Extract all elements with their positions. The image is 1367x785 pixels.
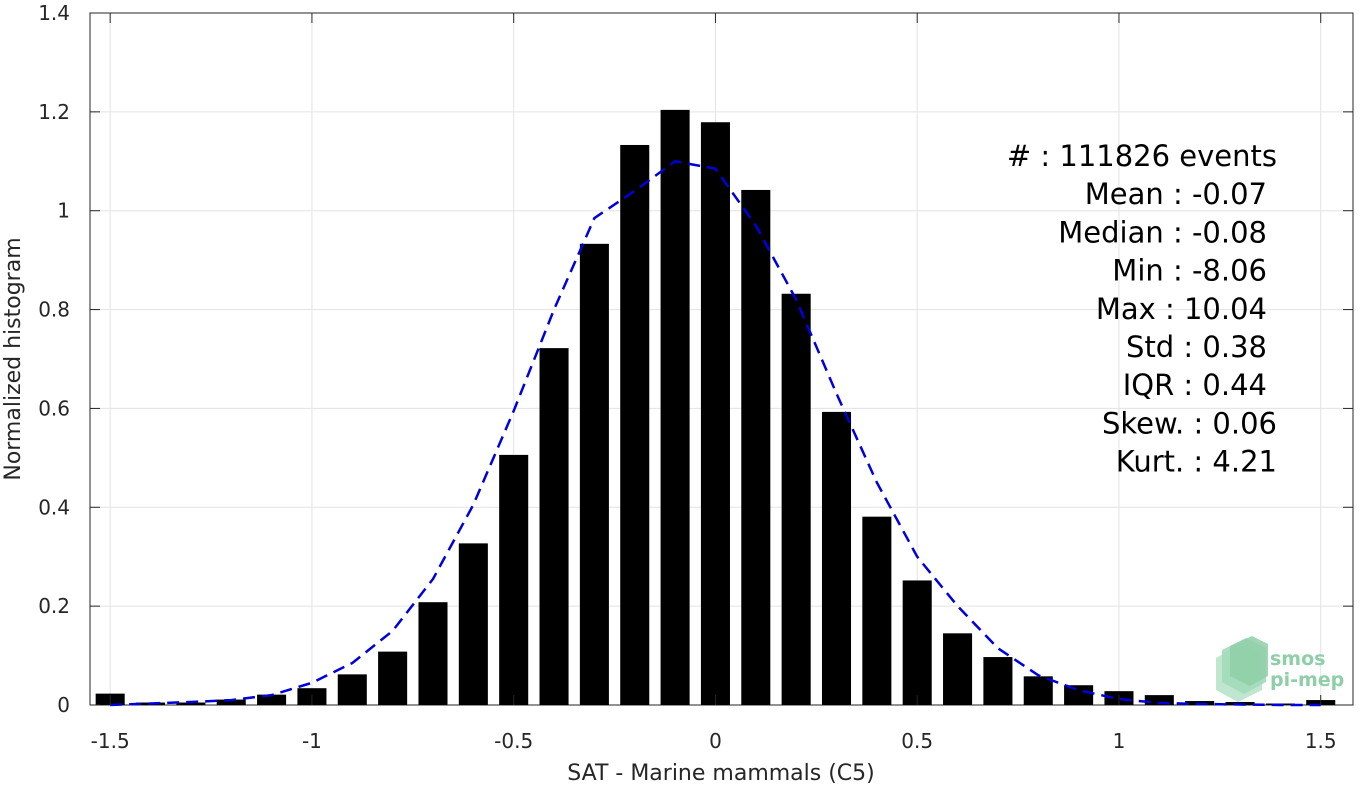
y-axis-ticks: 0 0.2 0.4 0.6 0.8 1 1.2 1.4 bbox=[38, 1, 1353, 717]
stat-line-0: # : 111826 events bbox=[1007, 139, 1277, 173]
x-tick-label-0: -1.5 bbox=[91, 729, 130, 753]
logo-line2: pi-mep bbox=[1270, 669, 1344, 691]
bar-24 bbox=[1064, 685, 1094, 705]
stat-line-8: Kurt. : 4.21 bbox=[1116, 445, 1277, 479]
bar-26 bbox=[1144, 695, 1174, 705]
bar-22 bbox=[983, 657, 1013, 705]
y-tick-label-0: 0 bbox=[57, 693, 70, 717]
bar-2 bbox=[176, 702, 206, 705]
bar-15 bbox=[700, 122, 730, 706]
logo-line1: smos bbox=[1270, 648, 1325, 670]
x-axis-label: SAT - Marine mammals (C5) bbox=[567, 761, 875, 785]
smos-pimep-logo: smos pi-mep bbox=[1216, 636, 1344, 702]
stat-line-4: Max : 10.04 bbox=[1096, 292, 1267, 326]
x-tick-label-6: 1.5 bbox=[1305, 729, 1337, 753]
bar-12 bbox=[579, 243, 609, 705]
bar-6 bbox=[337, 674, 367, 705]
y-tick-label-5: 1 bbox=[57, 199, 70, 223]
bar-21 bbox=[943, 633, 973, 705]
bar-11 bbox=[539, 348, 569, 705]
bar-17 bbox=[781, 293, 811, 705]
x-tick-label-3: 0 bbox=[709, 729, 722, 753]
bar-19 bbox=[862, 516, 892, 705]
x-tick-label-1: -1 bbox=[302, 729, 322, 753]
fit-curve bbox=[110, 159, 1321, 707]
y-axis-label: Normalized histogram bbox=[1, 237, 26, 480]
stat-line-7: Skew. : 0.06 bbox=[1102, 406, 1277, 440]
stat-line-3: Min : -8.06 bbox=[1112, 254, 1267, 288]
y-tick-label-2: 0.4 bbox=[38, 495, 70, 519]
bar-16 bbox=[741, 189, 771, 705]
y-tick-label-1: 0.2 bbox=[38, 594, 70, 618]
y-tick-label-7: 1.4 bbox=[38, 1, 70, 25]
bar-series bbox=[95, 109, 1336, 706]
x-tick-label-4: 0.5 bbox=[901, 729, 933, 753]
bar-7 bbox=[378, 651, 408, 705]
x-tick-label-5: 1 bbox=[1113, 729, 1126, 753]
stat-line-1: Mean : -0.07 bbox=[1085, 177, 1267, 211]
bar-20 bbox=[902, 580, 932, 705]
bar-23 bbox=[1023, 676, 1053, 705]
stat-line-2: Median : -0.08 bbox=[1058, 215, 1267, 249]
stat-line-6: IQR : 0.44 bbox=[1123, 368, 1267, 402]
bar-4 bbox=[257, 694, 287, 705]
stat-line-5: Std : 0.38 bbox=[1126, 330, 1267, 364]
bar-10 bbox=[499, 454, 529, 705]
bar-3 bbox=[216, 699, 246, 705]
bar-18 bbox=[821, 411, 852, 705]
y-tick-label-6: 1.2 bbox=[38, 100, 70, 124]
bar-9 bbox=[458, 543, 488, 705]
x-tick-label-2: -0.5 bbox=[494, 729, 533, 753]
logo-icon bbox=[1216, 636, 1268, 702]
y-tick-label-3: 0.6 bbox=[38, 396, 70, 420]
x-axis-ticks: -1.5 -1 -0.5 0 0.5 1 1.5 bbox=[91, 13, 1337, 753]
bar-14 bbox=[660, 109, 690, 705]
bar-8 bbox=[418, 602, 448, 705]
y-tick-label-4: 0.8 bbox=[38, 298, 70, 322]
statistics-annotations: # : 111826 events Mean : -0.07 Median : -0… bbox=[1007, 139, 1277, 479]
bar-13 bbox=[620, 144, 650, 705]
